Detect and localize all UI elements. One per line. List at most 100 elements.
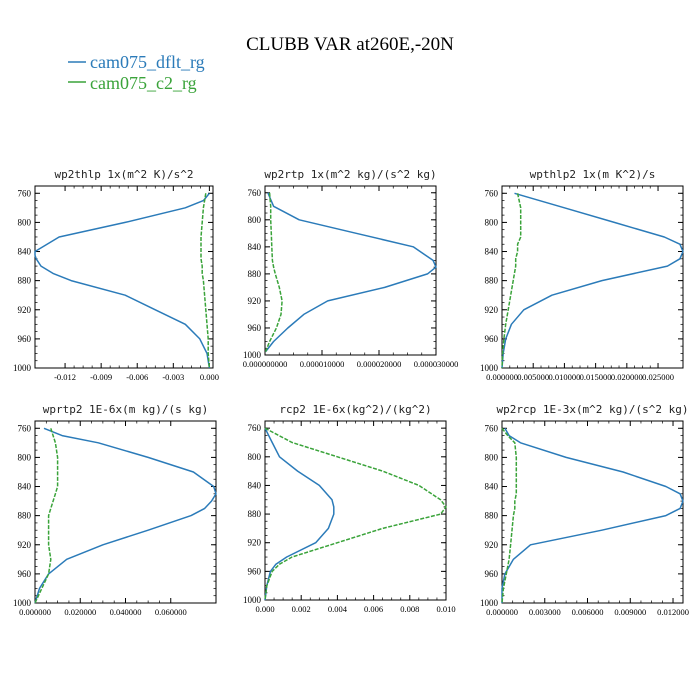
y-tick-label: 880 — [18, 511, 32, 521]
series-line-dflt — [265, 192, 437, 353]
y-tick-label: 800 — [18, 217, 32, 227]
x-tick-label: 0.000000 — [486, 372, 518, 382]
legend: cam075_dflt_rg cam075_c2_rg — [68, 52, 205, 93]
series-line-dflt — [501, 192, 684, 369]
x-tick-label: 0.000030000 — [414, 359, 459, 369]
panel-frame — [501, 420, 684, 604]
series-line-dflt — [264, 427, 335, 601]
y-tick-label: 1000 — [13, 598, 32, 608]
x-tick-label: 0.006 — [364, 604, 383, 614]
y-tick-label: 840 — [248, 480, 262, 490]
x-tick-label: -0.009 — [90, 372, 112, 382]
series-line-c2 — [264, 427, 447, 601]
series-line-dflt — [34, 427, 217, 604]
y-tick-label: 800 — [248, 452, 262, 462]
y-tick-label: 960 — [18, 334, 32, 344]
panel-title: wp2rcp 1E-3x(m^2 kg)/(s^2 kg) — [496, 403, 688, 416]
y-tick-label: 1000 — [480, 363, 499, 373]
y-tick-label: 760 — [18, 188, 32, 198]
y-tick-label: 920 — [18, 305, 32, 315]
y-tick-label: 840 — [18, 247, 32, 257]
legend-label-c2: cam075_c2_rg — [90, 73, 197, 93]
panel-title: rcp2 1E-6x(kg^2)/(kg^2) — [279, 403, 431, 416]
y-tick-label: 920 — [485, 305, 499, 315]
y-tick-label: 960 — [18, 569, 32, 579]
x-tick-label: 0.004 — [328, 604, 348, 614]
y-tick-label: 960 — [485, 334, 499, 344]
y-tick-label: 880 — [18, 276, 32, 286]
series-line-c2 — [501, 193, 522, 369]
panel-title: wp2thlp 1x(m^2 K)/s^2 — [54, 168, 193, 181]
x-tick-label: 0.000010000 — [300, 359, 345, 369]
panel-3: wpthlp2 1x(m K^2)/s 760 800 840 880 920 960 100… — [480, 168, 684, 382]
x-tick-label: 0.000 — [255, 604, 274, 614]
x-tick-label: 0.025000 — [642, 372, 674, 382]
x-tick-label: 0.000000000 — [243, 359, 288, 369]
x-tick-label: 0.000020000 — [357, 359, 402, 369]
x-tick-label: -0.006 — [126, 372, 148, 382]
panel-5: rcp2 1E-6x(kg^2)/(kg^2) 760 800 840 880 920 96… — [243, 403, 456, 614]
x-tick-label: -0.012 — [54, 372, 76, 382]
y-tick-label: 1000 — [13, 363, 32, 373]
y-tick-label: 760 — [18, 423, 32, 433]
x-tick-label: 0.000000 — [19, 607, 51, 617]
panel-4: wprtp2 1E-6x(m kg)/(s kg) 760 800 840 880 920… — [13, 403, 217, 617]
series-line-c2 — [501, 427, 518, 604]
panel-1: wp2thlp 1x(m^2 K)/s^2 760 800 840 880 920 960 1… — [13, 168, 219, 382]
x-tick-label: 0.009000 — [614, 607, 646, 617]
legend-label-dflt: cam075_dflt_rg — [90, 52, 205, 72]
y-tick-label: 880 — [248, 509, 262, 519]
x-tick-label: -0.003 — [162, 372, 184, 382]
y-tick-label: 840 — [485, 482, 499, 492]
figure-title: CLUBB VAR at260E,-20N — [246, 34, 454, 55]
y-tick-label: 960 — [248, 566, 262, 576]
x-tick-label: 0.060000 — [155, 607, 187, 617]
series-line-c2 — [264, 192, 283, 352]
series-line-c2 — [34, 428, 59, 604]
y-tick-label: 880 — [485, 276, 499, 286]
y-tick-label: 1000 — [480, 598, 499, 608]
y-tick-label: 1000 — [243, 350, 262, 360]
y-tick-label: 760 — [485, 423, 499, 433]
panel-frame — [34, 420, 217, 604]
panel-frame — [264, 420, 447, 601]
y-tick-label: 760 — [485, 188, 499, 198]
x-tick-label: 0.012000 — [657, 607, 689, 617]
y-tick-label: 840 — [18, 482, 32, 492]
y-tick-label: 800 — [18, 452, 32, 462]
y-tick-label: 760 — [248, 188, 262, 198]
panel-2: wp2rtp 1x(m^2 kg)/(s^2 kg)760 800 840 880 92… — [243, 168, 459, 369]
y-tick-label: 880 — [248, 269, 262, 279]
panel-title: wp2rtp 1x(m^2 kg)/(s^2 kg) — [264, 168, 436, 181]
x-tick-label: 0.015000 — [580, 372, 612, 382]
x-tick-label: 0.000 — [200, 372, 219, 382]
panel-title: wpthlp2 1x(m K^2)/s — [530, 168, 656, 181]
y-tick-label: 920 — [248, 296, 262, 306]
y-tick-label: 760 — [248, 423, 262, 433]
y-tick-label: 960 — [248, 323, 262, 333]
y-tick-label: 800 — [485, 452, 499, 462]
x-tick-label: 0.010 — [436, 604, 455, 614]
y-tick-label: 800 — [485, 217, 499, 227]
y-tick-label: 800 — [248, 215, 262, 225]
panel-frame — [264, 185, 437, 356]
x-tick-label: 0.002 — [292, 604, 311, 614]
y-tick-label: 880 — [485, 511, 499, 521]
x-tick-label: 0.040000 — [110, 607, 142, 617]
y-tick-label: 840 — [248, 242, 262, 252]
panel-6: wp2rcp 1E-3x(m^2 kg)/(s^2 kg) 760 800 840 88… — [480, 403, 689, 617]
x-tick-label: 0.005000 — [517, 372, 549, 382]
x-tick-label: 0.020000 — [64, 607, 96, 617]
x-tick-label: 0.006000 — [572, 607, 604, 617]
x-tick-label: 0.010000 — [548, 372, 580, 382]
x-tick-label: 0.003000 — [529, 607, 561, 617]
y-tick-label: 920 — [18, 540, 32, 550]
y-tick-label: 920 — [248, 538, 262, 548]
series-line-dflt — [34, 192, 211, 369]
x-tick-label: 0.008 — [400, 604, 419, 614]
panel-frame — [34, 185, 214, 369]
y-tick-label: 1000 — [243, 595, 262, 605]
y-tick-label: 920 — [485, 540, 499, 550]
x-tick-label: 0.000000 — [486, 607, 518, 617]
